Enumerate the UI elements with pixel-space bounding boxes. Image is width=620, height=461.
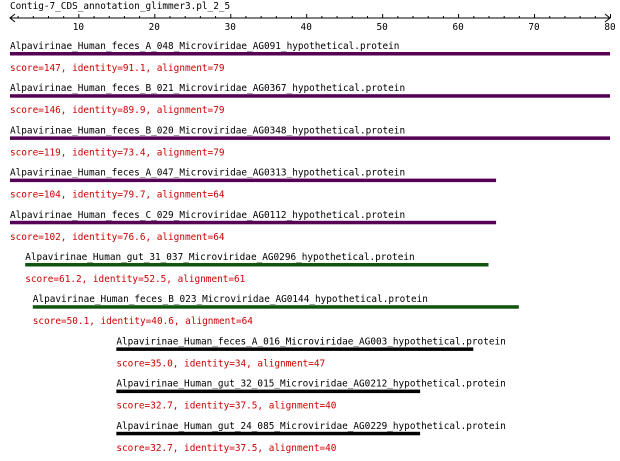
hit-row: Alpavirinae_Human_feces_A_047_Microvirid… — [10, 168, 497, 201]
ruler-axis: 10 20 30 40 50 60 70 80 — [9, 13, 616, 33]
hit-bar — [10, 136, 610, 140]
hit-row: Alpavirinae_Human_gut_32_015_Microvirida… — [116, 379, 506, 412]
hit-label: Alpavirinae_Human_gut_31_037_Microvirida… — [25, 252, 414, 263]
hit-stats: score=119, identity=73.4, alignment=79 — [10, 147, 225, 158]
hit-label: Alpavirinae_Human_feces_A_047_Microvirid… — [10, 168, 405, 179]
hit-bar — [10, 220, 497, 225]
hit-bar — [10, 52, 610, 56]
hit-bar — [116, 431, 421, 436]
hit-stats: score=35.0, identity=34, alignment=47 — [116, 358, 325, 369]
hit-stats: score=146, identity=89.9, alignment=79 — [10, 105, 225, 116]
hit-row: Alpavirinae_Human_feces_B_020_Microvirid… — [10, 125, 610, 158]
hit-row: Alpavirinae_Human_gut_24_085_Microvirida… — [116, 421, 506, 454]
hit-stats: score=104, identity=79.7, alignment=64 — [10, 190, 225, 201]
axis-tick-label: 20 — [149, 22, 161, 33]
hit-bar — [25, 263, 489, 267]
hit-label: Alpavirinae_Human_feces_A_016_Microvirid… — [116, 336, 505, 347]
hit-stats: score=61.2, identity=52.5, alignment=61 — [25, 274, 245, 285]
axis-arrow-left — [9, 13, 16, 23]
hit-row: Alpavirinae_Human_feces_C_029_Microvirid… — [10, 210, 497, 243]
hit-bar — [10, 94, 610, 98]
hit-label: Alpavirinae_Human_feces_B_021_Microvirid… — [10, 83, 405, 94]
hit-label: Alpavirinae_Human_feces_B_023_Microvirid… — [33, 294, 428, 305]
hit-row: Alpavirinae_Human_feces_B_023_Microvirid… — [32, 294, 519, 327]
hit-label: Alpavirinae_Human_gut_24_085_Microvirida… — [116, 421, 505, 432]
diagram-title: Contig-7_CDS_annotation_glimmer3.pl_2_5 — [10, 1, 230, 12]
hit-row: Alpavirinae_Human_feces_B_021_Microvirid… — [10, 83, 610, 116]
hit-bar — [32, 305, 519, 309]
hit-stats: score=102, identity=76.6, alignment=64 — [10, 232, 225, 243]
axis-tick-label: 70 — [528, 22, 540, 33]
hit-bar — [10, 178, 497, 183]
hit-bar — [116, 389, 421, 394]
hit-row: Alpavirinae_Human_feces_A_048_Microvirid… — [10, 41, 610, 74]
axis-tick-label: 60 — [452, 22, 464, 33]
hit-label: Alpavirinae_Human_feces_B_020_Microvirid… — [10, 125, 405, 136]
hit-stats: score=50.1, identity=40.6, alignment=64 — [33, 316, 253, 327]
hit-row: Alpavirinae_Human_feces_A_016_Microvirid… — [116, 336, 506, 369]
hit-stats: score=32.7, identity=37.5, alignment=40 — [116, 443, 336, 454]
axis-tick-label: 10 — [73, 22, 85, 33]
hit-stats: score=32.7, identity=37.5, alignment=40 — [116, 401, 336, 412]
axis-tick-label: 30 — [225, 22, 237, 33]
hit-label: Alpavirinae_Human_feces_C_029_Microvirid… — [10, 210, 405, 221]
hit-label: Alpavirinae_Human_feces_A_048_Microvirid… — [10, 41, 399, 52]
axis-tick-label: 40 — [301, 22, 313, 33]
axis-tick-label: 80 — [604, 22, 616, 33]
hit-label: Alpavirinae_Human_gut_32_015_Microvirida… — [116, 379, 505, 390]
hit-row: Alpavirinae_Human_gut_31_037_Microvirida… — [25, 252, 489, 285]
hit-bar — [116, 347, 474, 351]
hit-list: Alpavirinae_Human_feces_A_048_Microvirid… — [10, 41, 610, 454]
hit-stats: score=147, identity=91.1, alignment=79 — [10, 63, 225, 74]
axis-tick-label: 50 — [377, 22, 389, 33]
